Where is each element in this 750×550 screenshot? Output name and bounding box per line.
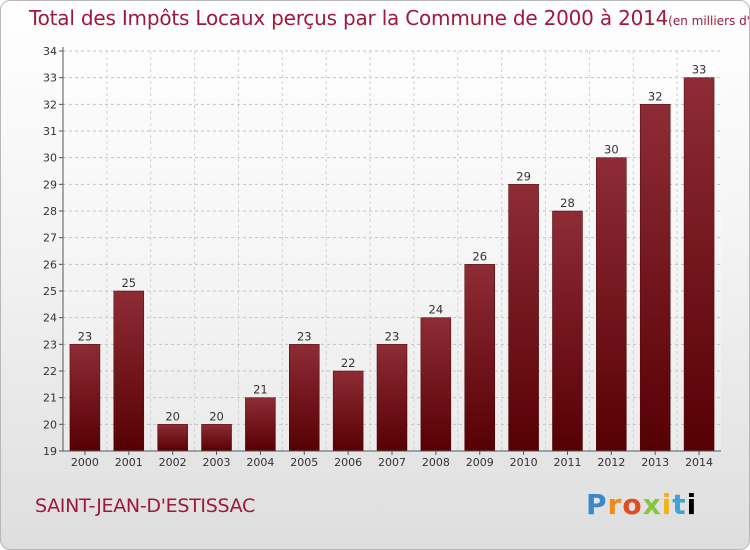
x-tick-label: 2004 — [246, 456, 274, 469]
bar — [596, 157, 627, 452]
chart-unit: (en milliers d'€) — [668, 14, 750, 28]
bar — [420, 317, 452, 452]
y-tick-label: 20 — [43, 418, 57, 431]
x-tick-label: 2007 — [378, 456, 406, 469]
chart-title-text: Total des Impôts Locaux perçus par la Co… — [29, 6, 669, 30]
bar-value-label: 24 — [429, 303, 444, 317]
bar — [683, 77, 715, 452]
logo-letter: r — [607, 488, 623, 521]
y-tick-label: 26 — [43, 258, 57, 271]
bar — [552, 210, 583, 452]
bar — [639, 104, 671, 452]
y-tick-label: 30 — [43, 152, 57, 165]
bar-value-label: 21 — [253, 383, 268, 397]
commune-name: SAINT-JEAN-D'ESTISSAC — [35, 495, 255, 517]
bar-value-label: 33 — [692, 63, 707, 77]
bar-value-label: 23 — [78, 329, 93, 343]
logo-letter: t — [672, 488, 687, 521]
bar-value-label: 20 — [209, 409, 224, 423]
bar-value-label: 22 — [341, 356, 356, 370]
x-tick-label: 2000 — [71, 456, 99, 469]
logo-letter: i — [686, 488, 698, 521]
x-tick-label: 2002 — [159, 456, 187, 469]
bar-value-label: 25 — [121, 276, 136, 290]
y-tick-label: 33 — [43, 72, 57, 85]
x-tick-label: 2011 — [553, 456, 581, 469]
bar — [201, 424, 232, 452]
bar — [245, 397, 276, 452]
bar — [376, 344, 408, 452]
bar — [69, 344, 101, 452]
bar — [289, 344, 320, 452]
y-tick-label: 31 — [43, 125, 57, 138]
logo-letter: o — [622, 488, 643, 521]
x-tick-label: 2014 — [685, 456, 713, 469]
y-tick-label: 23 — [43, 338, 57, 351]
bar — [332, 370, 364, 452]
x-tick-label: 2006 — [334, 456, 362, 469]
logo-letter: i — [661, 488, 673, 521]
bar-value-label: 20 — [165, 409, 180, 423]
y-tick-label: 21 — [43, 392, 57, 405]
x-tick-label: 2003 — [203, 456, 231, 469]
x-tick-label: 2010 — [510, 456, 538, 469]
bar — [464, 264, 495, 452]
y-tick-label: 28 — [43, 205, 57, 218]
x-tick-label: 2001 — [115, 456, 143, 469]
bar-value-label: 29 — [516, 169, 531, 183]
x-tick-label: 2013 — [641, 456, 669, 469]
bar-value-label: 28 — [560, 196, 575, 210]
logo-letter: x — [642, 488, 662, 521]
y-tick-label: 29 — [43, 178, 57, 191]
bar — [508, 184, 539, 452]
x-tick-label: 2009 — [466, 456, 494, 469]
x-tick-label: 2005 — [290, 456, 318, 469]
x-tick-label: 2012 — [597, 456, 625, 469]
proxiti-logo[interactable]: Proxiti — [586, 488, 697, 521]
y-tick-label: 25 — [43, 285, 57, 298]
chart-title: Total des Impôts Locaux perçus par la Co… — [29, 6, 750, 30]
bar — [113, 290, 145, 452]
bar-value-label: 26 — [472, 249, 487, 263]
bar-value-label: 23 — [297, 329, 312, 343]
y-tick-label: 32 — [43, 98, 57, 111]
logo-letter: P — [586, 488, 608, 521]
y-tick-label: 19 — [43, 445, 57, 458]
bar — [157, 424, 188, 452]
x-tick-label: 2008 — [422, 456, 450, 469]
bar-value-label: 23 — [385, 329, 400, 343]
y-tick-label: 27 — [43, 232, 57, 245]
bar-value-label: 32 — [648, 89, 663, 103]
bar-value-label: 30 — [604, 143, 619, 157]
y-tick-label: 22 — [43, 365, 57, 378]
y-tick-label: 34 — [43, 45, 57, 58]
y-tick-label: 24 — [43, 312, 57, 325]
